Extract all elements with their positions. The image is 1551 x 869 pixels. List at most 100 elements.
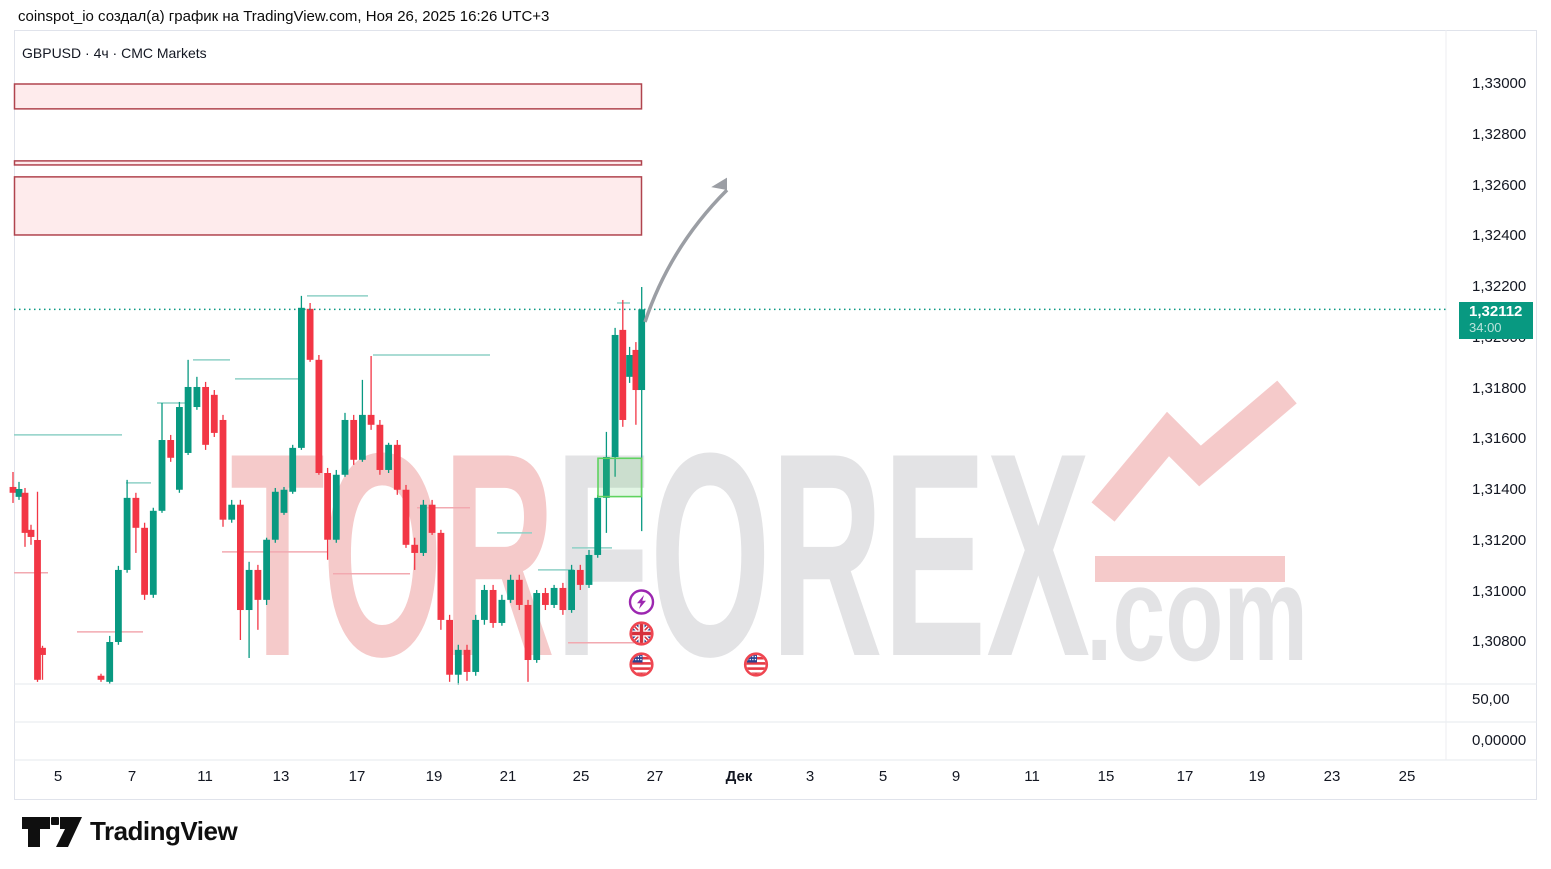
price-axis-label[interactable]: 1,32800: [1472, 125, 1527, 143]
candle[interactable]: [271, 491, 279, 540]
indicator-axis-label[interactable]: 50,00: [1472, 691, 1510, 708]
time-axis-label[interactable]: 3: [805, 768, 815, 785]
candle[interactable]: [585, 554, 593, 585]
candle[interactable]: [141, 527, 148, 595]
uk-flag-ring[interactable]: [629, 621, 654, 646]
candle[interactable]: [97, 675, 105, 680]
time-axis-label[interactable]: 27: [646, 768, 664, 785]
candle[interactable]: [524, 604, 532, 661]
candle[interactable]: [420, 504, 427, 553]
candle[interactable]: [210, 394, 218, 433]
candle[interactable]: [245, 569, 253, 611]
candle[interactable]: [184, 386, 192, 453]
candle[interactable]: [263, 539, 270, 600]
price-axis-label[interactable]: 1,32400: [1472, 227, 1527, 245]
candle[interactable]: [550, 587, 558, 605]
candle[interactable]: [106, 641, 114, 682]
price-axis-label[interactable]: 1,31600: [1472, 430, 1527, 448]
time-axis-label[interactable]: 19: [1248, 768, 1266, 785]
candle[interactable]: [341, 419, 349, 475]
candle[interactable]: [507, 579, 514, 600]
candle[interactable]: [115, 569, 122, 642]
candle[interactable]: [15, 488, 23, 497]
price-axis-label[interactable]: 1,30800: [1472, 633, 1527, 651]
price-axis-label[interactable]: 1,32200: [1472, 278, 1527, 295]
candle[interactable]: [533, 593, 541, 661]
candle[interactable]: [472, 619, 480, 672]
candle[interactable]: [515, 579, 523, 605]
time-axis-label[interactable]: 15: [1097, 768, 1115, 785]
candle[interactable]: [298, 307, 305, 448]
candle[interactable]: [123, 497, 131, 570]
candle[interactable]: [289, 447, 297, 492]
candle[interactable]: [626, 355, 633, 377]
candle[interactable]: [21, 492, 29, 533]
candle[interactable]: [402, 489, 410, 545]
demand-zone[interactable]: [597, 457, 643, 498]
candle[interactable]: [576, 569, 584, 585]
projection-arrow[interactable]: [643, 188, 729, 323]
time-axis-label[interactable]: 25: [572, 768, 590, 785]
candle[interactable]: [228, 504, 236, 520]
price-axis-label[interactable]: 1,32600: [1472, 176, 1527, 194]
supply-zone[interactable]: [13, 83, 643, 110]
price-axis-label[interactable]: 1,33000: [1472, 75, 1527, 92]
time-axis-label[interactable]: 17: [348, 768, 366, 785]
candle[interactable]: [237, 504, 244, 611]
price-axis-label[interactable]: 1,31200: [1472, 531, 1527, 549]
candle[interactable]: [481, 589, 488, 620]
candle[interactable]: [463, 649, 471, 672]
candle[interactable]: [594, 497, 602, 555]
candle[interactable]: [306, 308, 314, 360]
tradingview-logo[interactable]: TradingView: [20, 812, 280, 852]
time-axis-label[interactable]: Дек: [725, 768, 753, 785]
candle[interactable]: [632, 349, 640, 391]
time-axis-label[interactable]: 21: [499, 768, 517, 785]
candle[interactable]: [437, 532, 445, 620]
symbol-legend[interactable]: GBPUSD · 4ч · CMC Markets: [22, 45, 207, 61]
candle[interactable]: [158, 440, 166, 511]
candle[interactable]: [411, 544, 419, 553]
time-axis-label[interactable]: 7: [127, 768, 137, 785]
candle[interactable]: [350, 419, 358, 460]
candle[interactable]: [393, 444, 401, 490]
price-axis-label[interactable]: 1,31400: [1472, 481, 1527, 498]
candle[interactable]: [638, 309, 646, 391]
candle[interactable]: [489, 589, 497, 623]
time-axis-label[interactable]: 17: [1176, 768, 1194, 785]
candle[interactable]: [280, 489, 288, 513]
candle[interactable]: [428, 504, 436, 533]
price-axis-label[interactable]: 1,31000: [1472, 582, 1527, 600]
time-axis-label[interactable]: 5: [53, 768, 63, 785]
us-flag-ring[interactable]: [629, 652, 654, 677]
candle[interactable]: [568, 569, 575, 611]
candle[interactable]: [315, 359, 323, 473]
candle[interactable]: [254, 569, 262, 600]
candle[interactable]: [446, 619, 453, 675]
us-flag-ring[interactable]: [743, 652, 769, 677]
time-axis-label[interactable]: 25: [1398, 768, 1416, 785]
candle[interactable]: [611, 334, 619, 458]
candle[interactable]: [454, 649, 462, 675]
time-axis-label[interactable]: 11: [197, 768, 213, 785]
candle[interactable]: [27, 529, 35, 537]
candle[interactable]: [193, 386, 201, 408]
supply-zone[interactable]: [13, 176, 643, 236]
candle[interactable]: [39, 647, 46, 655]
time-axis-label[interactable]: 23: [1323, 768, 1341, 785]
price-axis-label[interactable]: 1,31800: [1472, 379, 1527, 397]
time-axis-label[interactable]: 19: [425, 768, 443, 785]
candle[interactable]: [149, 510, 157, 595]
candle[interactable]: [367, 414, 375, 425]
candle[interactable]: [619, 329, 627, 420]
candle[interactable]: [202, 386, 209, 445]
candle[interactable]: [542, 593, 549, 605]
candle[interactable]: [34, 539, 41, 680]
time-axis-label[interactable]: 5: [878, 768, 888, 785]
time-axis-label[interactable]: 9: [951, 768, 961, 785]
candle[interactable]: [219, 419, 227, 520]
candle[interactable]: [559, 587, 567, 611]
candle[interactable]: [385, 444, 392, 470]
time-axis-label[interactable]: 13: [272, 768, 290, 785]
